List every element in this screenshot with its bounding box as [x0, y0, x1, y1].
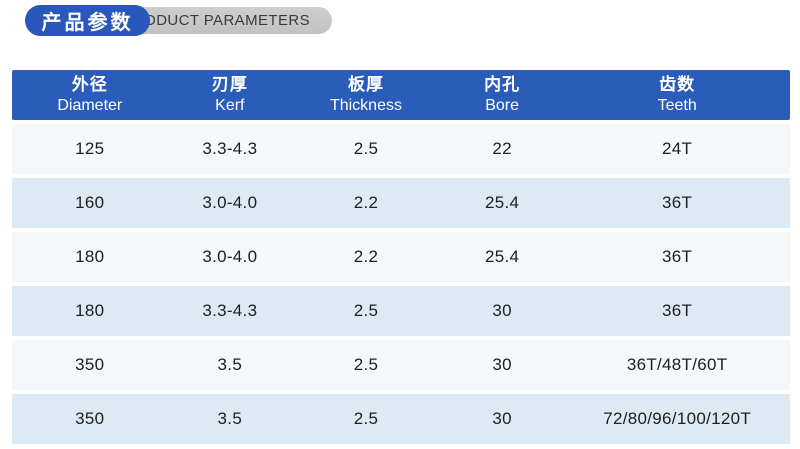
- table-row: 160 3.0-4.0 2.2 25.4 36T: [12, 178, 790, 228]
- cell-teeth: 36T/48T/60T: [626, 355, 728, 374]
- cell-kerf: 3.5: [217, 409, 243, 428]
- cell-bore: 30: [492, 409, 512, 428]
- cell-diameter: 350: [75, 355, 105, 374]
- section-banner: PRODUCT PARAMETERS 产品参数: [0, 5, 800, 41]
- table-row: 350 3.5 2.5 30 36T/48T/60T: [12, 340, 790, 390]
- cell-teeth: 36T: [662, 301, 693, 320]
- cell-thickness: 2.5: [353, 355, 379, 374]
- cell-diameter: 125: [75, 139, 105, 158]
- cell-bore: 30: [492, 301, 512, 320]
- column-header-en: Thickness: [329, 96, 402, 114]
- column-header-zh: 内孔: [484, 75, 521, 95]
- cell-bore: 25.4: [484, 247, 520, 266]
- cell-kerf: 3.5: [217, 355, 243, 374]
- column-header-kerf: 刃厚 Kerf: [168, 74, 292, 115]
- cell-thickness: 2.2: [353, 247, 379, 266]
- cell-bore: 25.4: [484, 193, 520, 212]
- table-row: 180 3.3-4.3 2.5 30 36T: [12, 286, 790, 336]
- cell-diameter: 160: [75, 193, 105, 212]
- column-header-en: Diameter: [57, 96, 123, 114]
- cell-thickness: 2.5: [353, 409, 379, 428]
- column-header-zh: 刃厚: [211, 75, 248, 95]
- cell-teeth: 72/80/96/100/120T: [603, 409, 752, 428]
- cell-teeth: 24T: [662, 139, 693, 158]
- cell-kerf: 3.3-4.3: [202, 139, 258, 158]
- table-header-row: 外径 Diameter 刃厚 Kerf 板厚 Thickness 内孔 Bore…: [12, 70, 790, 120]
- cell-kerf: 3.3-4.3: [202, 301, 258, 320]
- cell-diameter: 350: [75, 409, 105, 428]
- parameters-table: 外径 Diameter 刃厚 Kerf 板厚 Thickness 内孔 Bore…: [12, 70, 790, 444]
- table-row: 350 3.5 2.5 30 72/80/96/100/120T: [12, 394, 790, 444]
- column-header-bore: 内孔 Bore: [440, 74, 564, 115]
- column-header-en: Bore: [485, 96, 519, 114]
- cell-bore: 22: [492, 139, 512, 158]
- cell-thickness: 2.5: [353, 301, 379, 320]
- cell-kerf: 3.0-4.0: [202, 247, 258, 266]
- banner-title: 产品参数: [41, 12, 134, 34]
- cell-teeth: 36T: [662, 193, 693, 212]
- cell-thickness: 2.5: [353, 139, 379, 158]
- cell-teeth: 36T: [662, 247, 693, 266]
- column-header-zh: 板厚: [347, 75, 384, 95]
- column-header-diameter: 外径 Diameter: [12, 74, 168, 115]
- cell-thickness: 2.2: [353, 193, 379, 212]
- banner-subtitle: PRODUCT PARAMETERS: [122, 12, 310, 29]
- cell-diameter: 180: [75, 247, 105, 266]
- table-row: 180 3.0-4.0 2.2 25.4 36T: [12, 232, 790, 282]
- column-header-zh: 齿数: [659, 75, 696, 95]
- column-header-zh: 外径: [71, 75, 108, 95]
- column-header-thickness: 板厚 Thickness: [292, 74, 440, 115]
- table-row: 125 3.3-4.3 2.5 22 24T: [12, 124, 790, 174]
- cell-bore: 30: [492, 355, 512, 374]
- column-header-teeth: 齿数 Teeth: [564, 74, 790, 115]
- cell-kerf: 3.0-4.0: [202, 193, 258, 212]
- column-header-en: Kerf: [215, 96, 245, 114]
- column-header-en: Teeth: [657, 96, 697, 114]
- banner-title-pill: 产品参数: [25, 5, 150, 36]
- cell-diameter: 180: [75, 301, 105, 320]
